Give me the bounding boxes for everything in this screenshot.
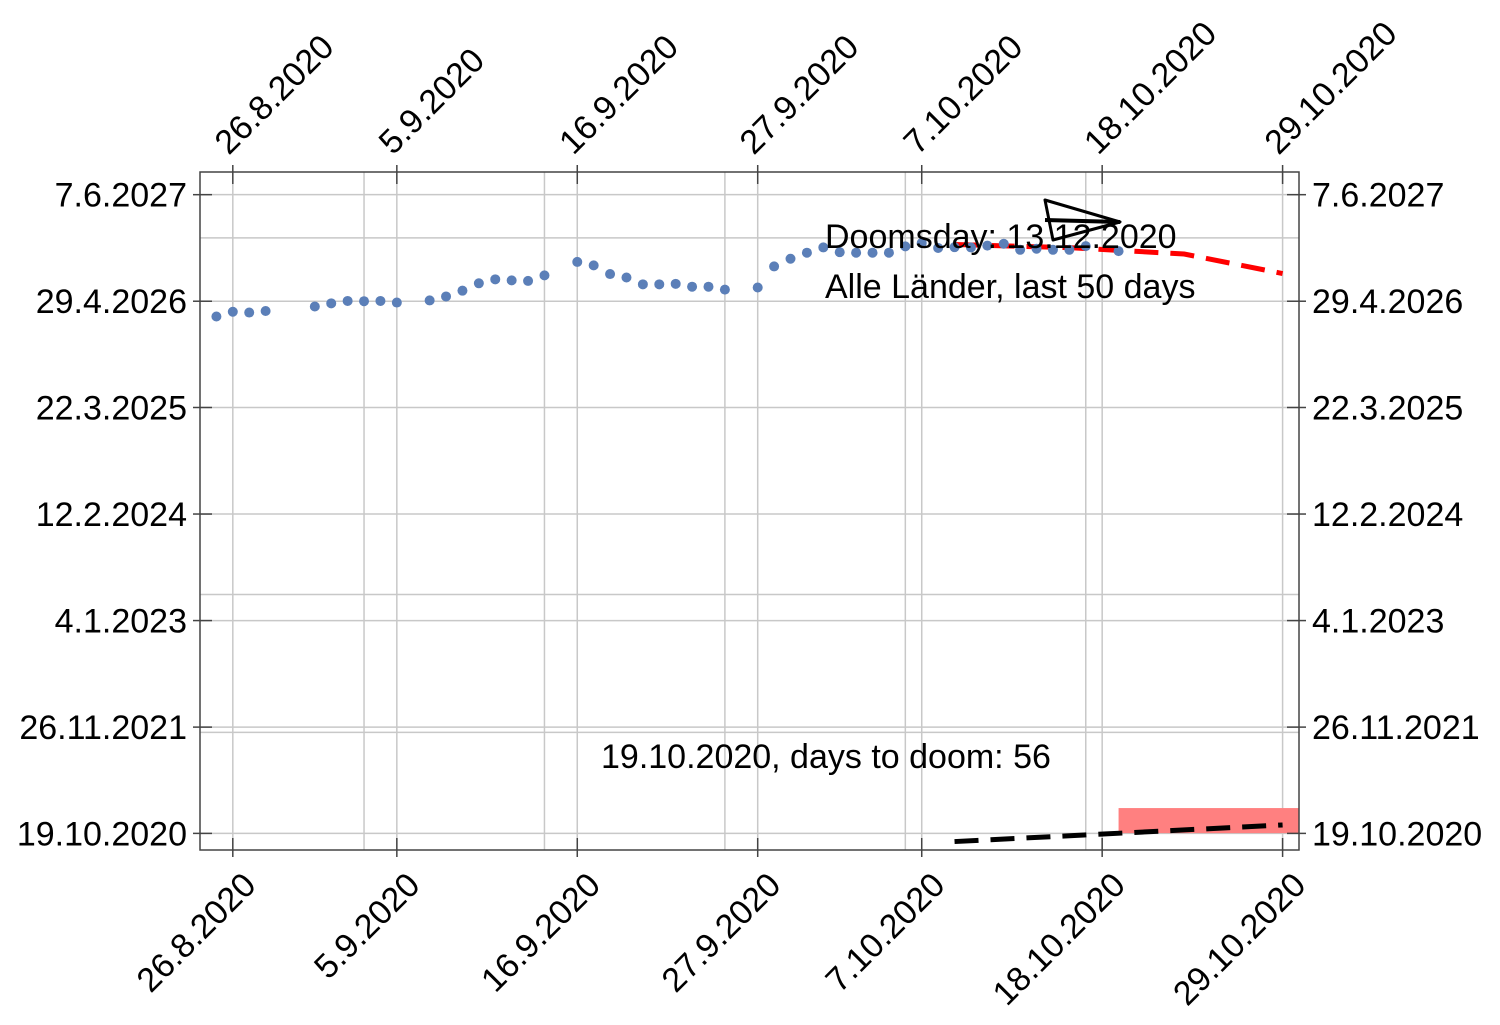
data-point <box>326 298 337 309</box>
doomsday-annotation-line1: Doomsday: 13.12.2020 <box>825 218 1177 256</box>
data-point <box>342 295 353 306</box>
data-point <box>621 272 632 283</box>
data-point <box>654 279 665 290</box>
x-tick-label-top: 26.8.2020 <box>208 28 342 162</box>
data-point <box>769 261 780 272</box>
series-points <box>211 237 1124 322</box>
axis-ticks <box>193 165 1306 857</box>
countdown-annotation: 19.10.2020, days to doom: 56 <box>601 738 1051 776</box>
y-tick-label-right: 4.1.2023 <box>1312 603 1444 641</box>
data-point <box>949 242 960 253</box>
data-point <box>375 295 386 306</box>
data-point <box>883 247 894 258</box>
data-point <box>1031 243 1042 254</box>
series-lines <box>954 242 1284 845</box>
x-tick-label-top: 7.10.2020 <box>897 28 1031 162</box>
data-point <box>965 242 976 253</box>
doomsday-annotation-line2: Alle Länder, last 50 days <box>825 268 1195 306</box>
x-tick-label-bottom: 27.9.2020 <box>654 866 788 1000</box>
y-tick-label-left: 12.2.2024 <box>36 496 187 534</box>
data-point <box>572 256 583 267</box>
data-point <box>441 291 452 302</box>
x-tick-label-top: 27.9.2020 <box>732 28 866 162</box>
data-point <box>982 240 993 251</box>
data-point <box>916 237 927 248</box>
y-tick-label-right: 7.6.2027 <box>1312 177 1444 215</box>
data-point <box>473 278 484 289</box>
series-line-1 <box>954 242 1284 276</box>
data-point <box>391 297 402 308</box>
data-point <box>933 242 944 253</box>
data-point <box>506 275 517 286</box>
x-tick-label-bottom: 29.10.2020 <box>1166 866 1313 1013</box>
x-tick-label-top: 5.9.2020 <box>372 41 492 161</box>
x-tick-label-top: 16.9.2020 <box>552 28 686 162</box>
x-tick-label-top: 29.10.2020 <box>1257 14 1404 161</box>
data-point <box>998 238 1009 249</box>
x-tick-label-bottom: 7.10.2020 <box>819 866 953 1000</box>
data-point <box>900 241 911 252</box>
y-tick-label-right: 12.2.2024 <box>1312 496 1463 534</box>
data-point <box>1113 246 1124 257</box>
y-tick-label-left: 19.10.2020 <box>17 815 187 853</box>
x-tick-label-bottom: 18.10.2020 <box>986 866 1133 1013</box>
y-tick-label-left: 4.1.2023 <box>55 603 187 641</box>
plot-background <box>200 172 1299 850</box>
data-point <box>752 282 763 293</box>
data-point <box>703 281 714 292</box>
data-point <box>1015 244 1026 255</box>
data-point <box>1080 241 1091 252</box>
series-line-2 <box>954 822 1283 845</box>
data-point <box>227 306 238 317</box>
x-tick-label-top: 18.10.2020 <box>1077 14 1224 161</box>
y-tick-label-left: 22.3.2025 <box>36 389 187 427</box>
data-point <box>309 301 320 312</box>
data-point <box>670 278 681 289</box>
y-tick-label-right: 19.10.2020 <box>1312 815 1482 853</box>
data-point <box>605 269 616 280</box>
data-point <box>1047 244 1058 255</box>
data-point <box>457 285 468 296</box>
data-point <box>211 311 222 322</box>
data-point <box>1064 244 1075 255</box>
y-tick-label-right: 29.4.2026 <box>1312 283 1463 321</box>
y-tick-label-left: 7.6.2027 <box>55 177 187 215</box>
data-point <box>260 305 271 316</box>
data-point <box>490 274 501 285</box>
y-tick-label-left: 26.11.2021 <box>19 709 187 747</box>
data-point <box>851 247 862 258</box>
data-point <box>818 242 829 253</box>
data-point <box>539 270 550 281</box>
y-tick-label-right: 26.11.2021 <box>1312 709 1480 747</box>
data-point <box>359 296 370 307</box>
data-point <box>637 279 648 290</box>
data-point <box>588 260 599 271</box>
data-point <box>424 295 435 306</box>
data-point <box>801 247 812 258</box>
data-point <box>719 284 730 295</box>
arrow-icon-shaft <box>1044 218 1121 224</box>
x-tick-label-bottom: 26.8.2020 <box>130 866 264 1000</box>
data-point <box>523 275 534 286</box>
data-point <box>785 253 796 264</box>
data-point <box>867 247 878 258</box>
data-point <box>244 307 255 318</box>
plot-frame <box>199 171 1300 851</box>
y-tick-label-left: 29.4.2026 <box>36 283 187 321</box>
arrow-icon <box>1043 198 1122 242</box>
grid-lines <box>200 172 1299 850</box>
y-tick-label-right: 22.3.2025 <box>1312 389 1463 427</box>
x-tick-label-bottom: 16.9.2020 <box>474 866 608 1000</box>
data-point <box>687 281 698 292</box>
data-point <box>834 247 845 258</box>
x-tick-label-bottom: 5.9.2020 <box>307 866 427 986</box>
